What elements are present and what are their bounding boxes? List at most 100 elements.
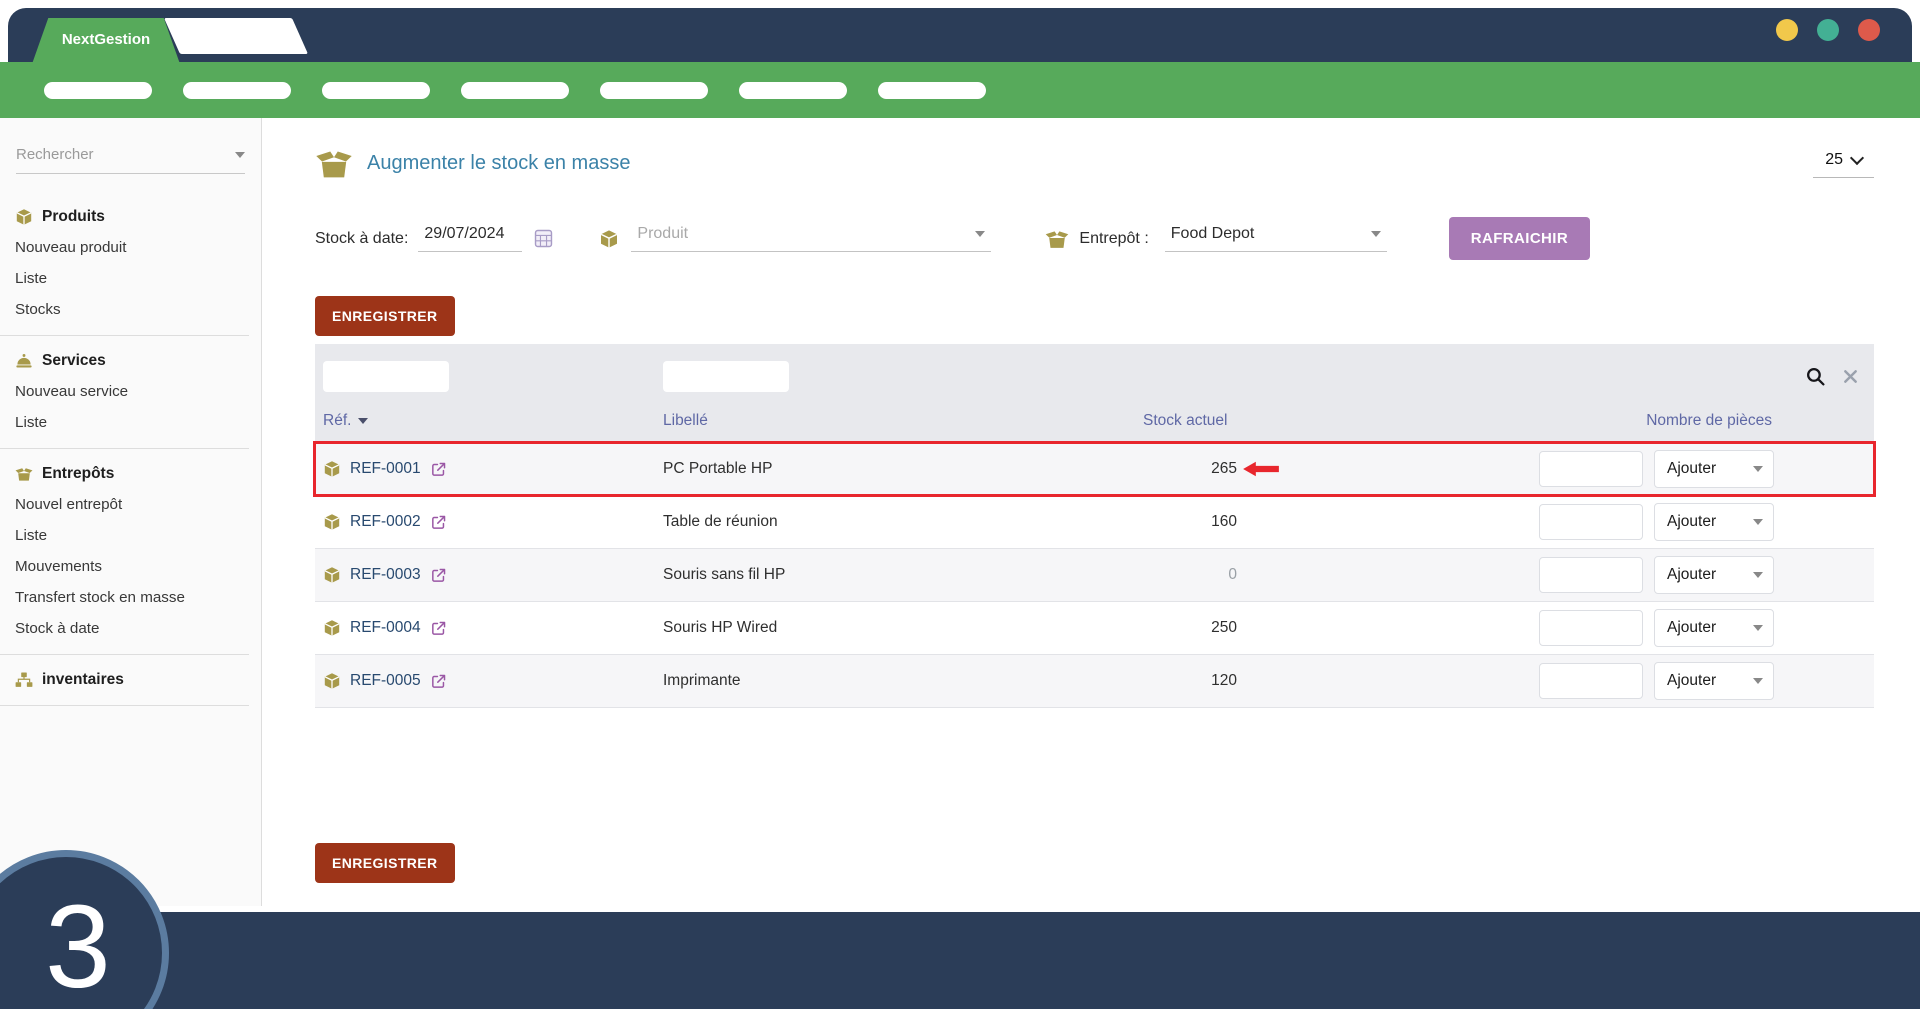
chevron-down-icon [1753, 625, 1763, 631]
action-select[interactable]: Ajouter [1654, 450, 1774, 488]
maximize-button[interactable] [1817, 19, 1839, 41]
nav-pill[interactable] [461, 81, 569, 99]
table-filter-row [315, 353, 1874, 399]
stock-value: 160 [1211, 513, 1237, 530]
clear-filter-icon[interactable] [1843, 369, 1858, 384]
sidebar-section-services[interactable]: Services [0, 346, 261, 376]
refresh-button[interactable]: RAFRAICHIR [1448, 217, 1591, 260]
nav-pill[interactable] [739, 81, 847, 99]
cloche-icon [15, 352, 33, 370]
sidebar-search-select[interactable]: Rechercher [16, 146, 245, 174]
divider [0, 654, 249, 655]
page-title: Augmenter le stock en masse [367, 152, 631, 174]
ref-filter-input[interactable] [323, 360, 449, 392]
chevron-down-icon [1753, 466, 1763, 472]
nav-pill[interactable] [183, 81, 291, 99]
column-ref[interactable]: Réf. [315, 412, 655, 430]
action-select[interactable]: Ajouter [1654, 556, 1774, 594]
product-cube-icon [599, 229, 619, 249]
product-cube-icon [323, 513, 341, 531]
external-link-icon[interactable] [430, 461, 447, 478]
stock-value: 120 [1211, 672, 1237, 689]
search-icon[interactable] [1805, 366, 1826, 387]
sidebar-item-liste[interactable]: Liste [15, 414, 48, 431]
openbox-icon [15, 465, 33, 483]
sidebar-section-inventaires[interactable]: inventaires [0, 665, 261, 695]
quantity-input[interactable] [1539, 663, 1643, 699]
chevron-down-icon [1370, 231, 1381, 237]
sidebar-section-title: Produits [42, 208, 105, 225]
sidebar-section-title: Services [42, 352, 106, 369]
warehouse-select[interactable]: Food Depot [1164, 225, 1387, 252]
product-ref[interactable]: REF-0002 [350, 513, 421, 530]
open-box-icon [315, 148, 353, 179]
close-button[interactable] [1858, 19, 1880, 41]
external-link-icon[interactable] [430, 567, 447, 584]
sort-desc-icon [358, 418, 369, 424]
chevron-down-icon [1849, 150, 1865, 166]
product-cube-icon [323, 460, 341, 478]
external-link-icon[interactable] [430, 514, 447, 531]
label-filter-input[interactable] [663, 360, 789, 392]
minimize-button[interactable] [1776, 19, 1798, 41]
page-size-value: 25 [1825, 151, 1843, 168]
table-column-headers: Réf. Libellé Stock actuel Nombre de pièc… [315, 399, 1874, 443]
action-select[interactable]: Ajouter [1654, 662, 1774, 700]
divider [0, 705, 249, 706]
stock-value: 250 [1211, 619, 1237, 636]
quantity-input[interactable] [1539, 610, 1643, 646]
sidebar-section-entrepots[interactable]: Entrepôts [0, 459, 261, 489]
save-button-bottom[interactable]: ENREGISTRER [315, 843, 455, 883]
external-link-icon[interactable] [430, 620, 447, 637]
sidebar-item-nouveau-service[interactable]: Nouveau service [15, 383, 129, 400]
brand-tab[interactable]: NextGestion [32, 18, 180, 64]
quantity-input[interactable] [1539, 451, 1643, 487]
sidebar-item-stock-a-date[interactable]: Stock à date [15, 620, 100, 637]
table-row: REF-0001 PC Portable HP 265 Ajouter [313, 441, 1876, 497]
nav-pill[interactable] [600, 81, 708, 99]
brand-name: NextGestion [61, 30, 151, 48]
column-stock-actuel: Stock actuel [1143, 412, 1228, 429]
action-select[interactable]: Ajouter [1654, 609, 1774, 647]
product-filter: Produit [599, 225, 992, 252]
product-ref[interactable]: REF-0003 [350, 566, 421, 583]
stock-table: Réf. Libellé Stock actuel Nombre de pièc… [313, 344, 1876, 708]
page-size-select[interactable]: 25 [1813, 149, 1874, 178]
chevron-down-icon [1753, 678, 1763, 684]
product-cube-icon [323, 566, 341, 584]
nav-pill[interactable] [322, 81, 430, 99]
stock-value: 0 [1228, 566, 1237, 583]
sitemap-icon [15, 671, 33, 689]
external-link-icon[interactable] [430, 673, 447, 690]
step-number: 3 [45, 881, 111, 1009]
nav-pill[interactable] [44, 81, 152, 99]
save-button-top[interactable]: ENREGISTRER [315, 296, 455, 336]
nav-pill[interactable] [878, 81, 986, 99]
sidebar-item-mouvements[interactable]: Mouvements [15, 558, 102, 575]
product-ref[interactable]: REF-0001 [350, 460, 421, 477]
sidebar-item-nouvel-entrepot[interactable]: Nouvel entrepôt [15, 496, 123, 513]
date-label: Stock à date: [315, 229, 409, 247]
product-ref[interactable]: REF-0004 [350, 619, 421, 636]
product-placeholder: Produit [637, 225, 689, 242]
main-content: Augmenter le stock en masse 25 Stock à d… [263, 118, 1920, 912]
table-header: Réf. Libellé Stock actuel Nombre de pièc… [315, 344, 1874, 443]
table-row: REF-0003 Souris sans fil HP 0 Ajouter [315, 549, 1874, 602]
sidebar-section-produits[interactable]: Produits [0, 202, 261, 232]
sidebar-item-liste[interactable]: Liste [15, 527, 48, 544]
quantity-input[interactable] [1539, 504, 1643, 540]
chevron-down-icon [1753, 572, 1763, 578]
action-select[interactable]: Ajouter [1654, 503, 1774, 541]
warehouse-icon [1045, 229, 1069, 249]
date-input[interactable]: 29/07/2024 [418, 225, 523, 252]
quantity-input[interactable] [1539, 557, 1643, 593]
product-ref[interactable]: REF-0005 [350, 672, 421, 689]
sidebar-item-transfert-stock-en-masse[interactable]: Transfert stock en masse [15, 589, 185, 606]
product-label: Table de réunion [663, 513, 778, 530]
sidebar-item-stocks[interactable]: Stocks [15, 301, 61, 318]
sidebar-item-nouveau-produit[interactable]: Nouveau produit [15, 239, 127, 256]
calendar-icon[interactable] [534, 229, 553, 248]
sidebar: Rechercher Produits Nouveau produit Liste S… [0, 118, 262, 906]
product-select[interactable]: Produit [631, 225, 992, 252]
sidebar-item-liste[interactable]: Liste [15, 270, 48, 287]
